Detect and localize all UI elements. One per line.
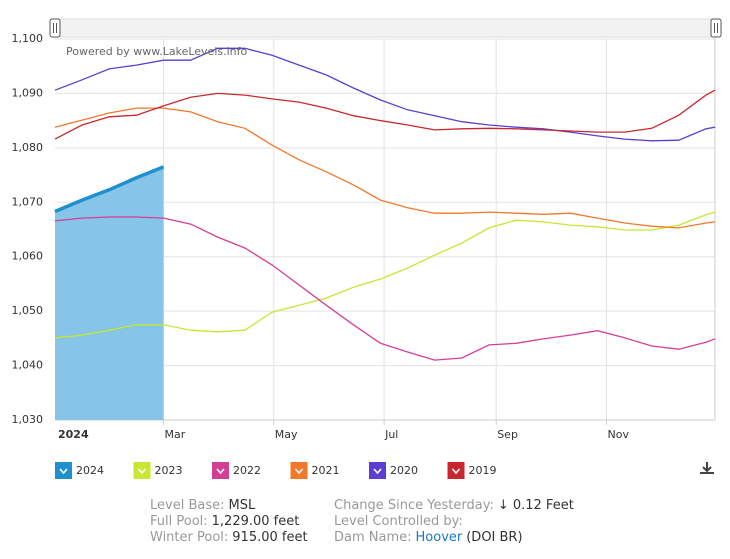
legend-check — [451, 468, 461, 475]
y-tick-label: 1,080 — [12, 141, 44, 154]
info-label: Level Controlled by: — [334, 514, 463, 529]
info-value: MSL — [228, 498, 256, 513]
legend-swatch — [133, 462, 151, 479]
line — [54, 47, 716, 142]
info-label: Winter Pool: — [150, 530, 229, 545]
x-tick-label: Jul — [384, 428, 398, 441]
range-handle-right[interactable] — [710, 18, 722, 38]
legend-item[interactable]: 2023 — [133, 462, 183, 479]
legend-label: 2024 — [76, 464, 104, 477]
legend-swatch — [369, 462, 386, 479]
line — [54, 165, 165, 214]
info-label: Dam Name: — [334, 530, 412, 545]
legend-item[interactable]: 2024 — [55, 462, 104, 479]
range-handle-left[interactable] — [49, 18, 61, 38]
info-value: ↓ 0.12 Feet — [497, 498, 574, 513]
x-tick-label: Nov — [608, 428, 630, 441]
y-tick-label: 1,100 — [12, 32, 44, 45]
range-bar[interactable] — [54, 18, 717, 38]
legend-check — [137, 468, 147, 475]
y-tick-label: 1,050 — [12, 304, 44, 317]
x-tick-label: May — [275, 428, 298, 441]
legend-check — [216, 468, 225, 475]
download-icon — [700, 462, 714, 474]
info-label: Full Pool: — [150, 514, 208, 529]
legend-swatch — [290, 462, 308, 479]
y-tick-label: 1,060 — [12, 250, 44, 263]
dam-link[interactable]: Hoover — [415, 530, 463, 545]
area — [55, 166, 164, 420]
info-panel: Level Base: MSL Change Since Yesterday: ↓ … — [150, 498, 594, 546]
y-tick-label: 1,030 — [12, 413, 44, 426]
info-value: (DOI BR) — [466, 530, 523, 545]
y-tick-label: 1,040 — [12, 359, 44, 372]
line — [54, 107, 716, 229]
year-label: 2024 — [58, 428, 89, 441]
line — [54, 211, 716, 339]
watermark: Powered by www.LakeLevels.info — [66, 45, 248, 58]
legend-label: 2022 — [233, 464, 261, 477]
legend: 2024 2023 2022 2021 2020 2019 — [55, 462, 497, 479]
legend-check — [59, 468, 68, 475]
legend-item[interactable]: 2022 — [212, 462, 261, 479]
line — [54, 216, 716, 361]
y-tick-label: 1,090 — [12, 86, 44, 99]
x-tick-label: Sep — [497, 428, 518, 441]
legend-swatch — [55, 462, 72, 479]
download-button[interactable] — [700, 462, 714, 474]
legend-label: 2021 — [312, 464, 340, 477]
legend-item[interactable]: 2021 — [290, 462, 340, 479]
legend-label: 2019 — [469, 464, 497, 477]
info-value: 915.00 feet — [232, 530, 308, 545]
legend-label: 2020 — [390, 464, 418, 477]
legend-swatch — [212, 462, 229, 479]
legend-check — [373, 468, 382, 475]
legend-label: 2023 — [155, 464, 183, 477]
info-value: 1,229.00 feet — [211, 514, 300, 529]
x-tick-label: Mar — [164, 428, 185, 441]
legend-check — [294, 468, 304, 475]
legend-swatch — [447, 462, 465, 479]
legend-item[interactable]: 2019 — [447, 462, 497, 479]
plot-area — [54, 47, 716, 420]
legend-item[interactable]: 2020 — [369, 462, 418, 479]
line — [54, 89, 716, 140]
chart: Powered by www.LakeLevels.info 2024 2024… — [12, 18, 722, 479]
y-tick-label: 1,070 — [12, 195, 44, 208]
info-label: Change Since Yesterday: — [334, 498, 494, 513]
info-label: Level Base: — [150, 498, 225, 513]
